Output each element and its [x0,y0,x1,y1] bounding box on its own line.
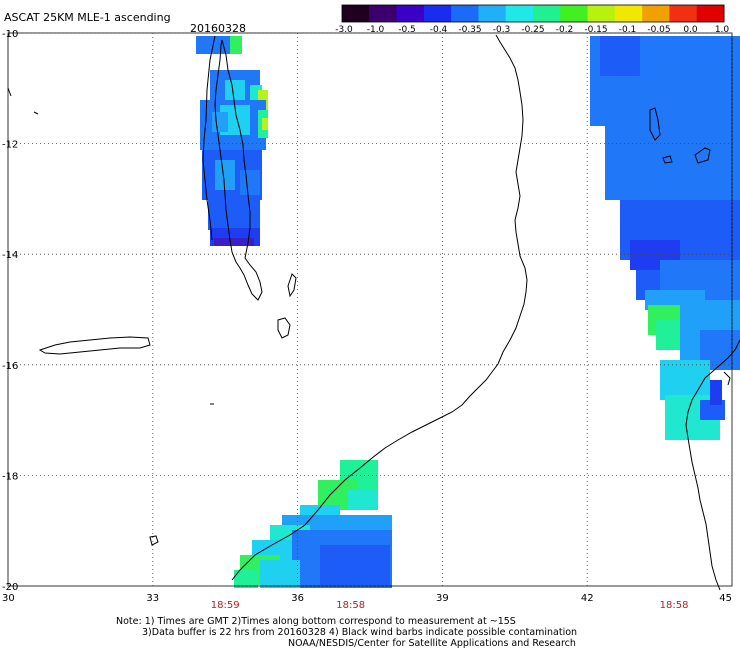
colorbar-segment [614,5,643,22]
pass-time-label: 18:59 [211,600,240,611]
lon-tick-label: 33 [146,593,159,604]
colorbar-label: -0.35 [458,25,481,35]
wind-cell [240,170,260,195]
anjouan [694,147,711,164]
pass-time-labels: 18:59 18:58 18:58 [211,600,689,611]
lat-tick-label: -10 [2,29,18,40]
lon-tick-label: 36 [291,593,304,604]
wind-cell [710,380,722,405]
colorbar-label: 0.0 [683,25,698,35]
lon-tick-label: 42 [581,593,594,604]
small-feature-3 [33,111,39,115]
pass-time-label: 18:58 [336,600,365,611]
coastline [7,34,740,591]
wind-cell [234,570,258,588]
colorbar-label: -3.0 [335,25,353,35]
map-title: ASCAT 25KM MLE-1 ascending [4,11,171,24]
wind-cell [225,80,245,105]
grande-comore [649,107,661,141]
wind-cell [320,545,390,585]
colorbar-segment [587,5,616,22]
colorbar-label: -1.0 [367,25,385,35]
colorbar-label: -0.3 [493,25,511,35]
note-line-2: 3)Data buffer is 22 hrs from 20160328 4)… [142,627,578,638]
wind-swaths [196,36,740,588]
wind-cell [208,200,260,230]
colorbar-label: -0.2 [556,25,574,35]
moheli [662,155,673,164]
lat-tick-label: -18 [2,471,18,482]
madagascar-coastline [685,339,740,591]
lat-tick-label: -12 [2,140,18,151]
wind-cell [230,36,242,54]
wind-cell [605,120,740,200]
note-line-3: NOAA/NESDIS/Center for Satellite Applica… [288,638,576,649]
colorbar-frame [341,4,725,23]
colorbar-segment [478,5,507,22]
colorbar-segment [505,5,534,22]
colorbar-label: -0.15 [584,25,607,35]
colorbar-label: -0.4 [430,25,448,35]
wind-cell [660,360,710,400]
colorbar-label: 1.0 [715,25,730,35]
colorbar-segment [642,5,670,22]
small-feature-1 [287,273,297,298]
colorbar-segment [533,5,561,22]
lat-tick-label: -14 [2,250,18,261]
colorbar-segment [369,5,398,22]
mozambique-coastline [231,34,528,581]
lake-chiuta [277,317,291,339]
lon-tick-label: 30 [2,593,15,604]
lat-tick-label: -20 [2,582,18,593]
lon-tick-label: 39 [436,593,449,604]
lat-axis-labels: -10 -12 -14 -16 -18 -20 [2,29,18,593]
wind-cell [600,36,640,76]
colorbar: -3.0 -1.0 -0.5 -0.4 -0.35 -0.3 -0.25 -0.2 -0.15 -… [335,4,730,35]
colorbar-segment [396,5,425,22]
colorbar-segment [342,5,370,22]
pass-time-label: 18:58 [660,600,689,611]
colorbar-segment [451,5,479,22]
colorbar-segment [560,5,589,22]
colorbar-label: -0.25 [521,25,544,35]
wind-cell [348,490,378,510]
western-border [202,35,216,241]
lon-axis-labels: 30 33 36 39 42 45 [2,593,732,604]
colorbar-segment [669,5,698,22]
colorbar-segment [696,5,725,22]
lon-tick-label: 45 [719,593,732,604]
grid-lines [7,32,733,587]
wind-cell [214,238,254,246]
cahora-bassa [38,336,151,355]
colorbar-segment [423,5,452,22]
wind-cell [262,118,268,130]
small-feature-4 [7,87,12,97]
madagascar-north-tip [723,371,731,386]
small-feature-2 [149,535,159,546]
colorbar-label: -0.1 [619,25,637,35]
wind-cell [212,112,228,132]
lat-tick-label: -16 [2,361,18,372]
map-date: 20160328 [190,22,246,35]
wind-cell [215,160,235,190]
colorbar-label: -0.5 [398,25,416,35]
wind-cell [260,560,300,588]
colorbar-label: -0.05 [647,25,670,35]
note-line-1: Note: 1) Times are GMT 2)Times along bot… [116,616,516,627]
lake-malawi [214,39,263,301]
